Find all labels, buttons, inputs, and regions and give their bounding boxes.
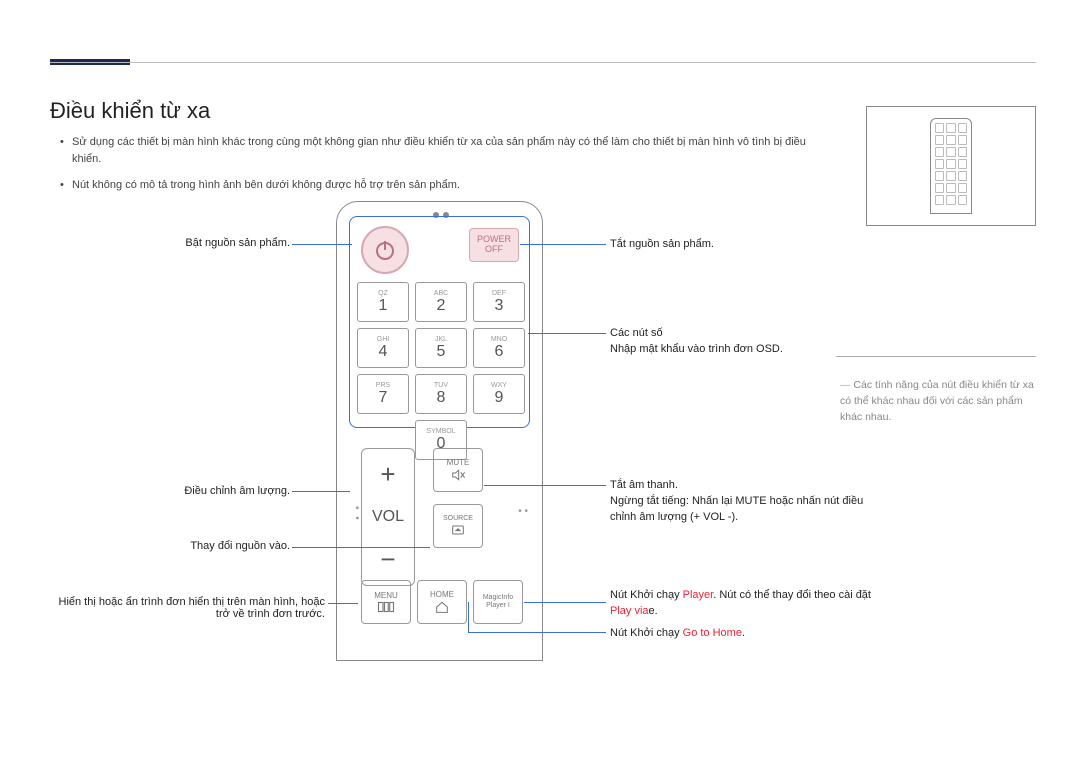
source-label: SOURCE: [443, 515, 473, 522]
key-1[interactable]: QZ1: [357, 282, 409, 322]
key-3[interactable]: DEF3: [473, 282, 525, 322]
side-thumbnail: [866, 106, 1036, 226]
vol-down-icon: −: [380, 544, 395, 575]
label-mute: Tắt âm thanh. Ngừng tắt tiếng: Nhấn lại …: [610, 478, 870, 526]
label-number-keys-sub: Nhập mật khẩu vào trình đơn OSD.: [610, 343, 783, 355]
header-rule: [50, 62, 1036, 63]
key-4[interactable]: GHI4: [357, 328, 409, 368]
mute-icon: [450, 467, 466, 483]
callout-line: [468, 602, 469, 632]
vol-label: VOL: [372, 508, 404, 526]
label-power-off: Tắt nguồn sản phẩm.: [610, 237, 870, 253]
power-icon: [373, 238, 397, 262]
label-player: Nút Khởi chạy Player. Nút có thể thay đổ…: [610, 588, 890, 620]
key-7[interactable]: PRS7: [357, 374, 409, 414]
magicinfo-button[interactable]: MagicInfo Player I: [473, 580, 523, 624]
source-button[interactable]: SOURCE: [433, 504, 483, 548]
sidebar-note: Các tính năng của nút điều khiển từ xa c…: [840, 378, 1036, 425]
thumbnail-remote-icon: [930, 118, 972, 214]
callout-line: [292, 547, 430, 548]
volume-rocker[interactable]: + VOL −: [361, 448, 415, 586]
label-home: Nút Khởi chạy Go to Home.: [610, 626, 870, 642]
remote-outline: POWER OFF QZ1 ABC2 DEF3 GHI4 JKL5 MNO6 P…: [336, 201, 543, 661]
mute-button[interactable]: MUTE: [433, 448, 483, 492]
menu-icon: [377, 600, 395, 614]
callout-line: [328, 603, 358, 604]
key-6[interactable]: MNO6: [473, 328, 525, 368]
label-power-on: Bật nguồn sản phẩm.: [50, 237, 290, 249]
label-mute-sub: Ngừng tắt tiếng: Nhấn lại MUTE hoặc nhấn…: [610, 495, 863, 523]
key-8[interactable]: TUV8: [415, 374, 467, 414]
magicinfo-label-bot: Player I: [486, 602, 510, 610]
callout-line: [484, 485, 606, 486]
power-off-button[interactable]: POWER OFF: [469, 228, 519, 262]
side-dots-icon: • •: [518, 506, 528, 517]
label-source-change: Thay đổi nguồn vào.: [50, 540, 290, 552]
callout-line: [528, 333, 606, 334]
home-button[interactable]: HOME: [417, 580, 467, 624]
notes-list: Sử dụng các thiết bị màn hình khác trong…: [60, 134, 830, 204]
magicinfo-label-top: MagicInfo: [483, 594, 513, 602]
label-number-keys: Các nút số Nhập mật khẩu vào trình đơn O…: [610, 326, 870, 358]
callout-line: [524, 602, 606, 603]
key-5[interactable]: JKL5: [415, 328, 467, 368]
power-on-button[interactable]: [361, 226, 409, 274]
source-icon: [450, 522, 466, 538]
mute-label: MUTE: [447, 458, 470, 467]
label-number-keys-title: Các nút số: [610, 327, 663, 339]
key-9[interactable]: WXY9: [473, 374, 525, 414]
callout-line: [468, 632, 606, 633]
label-vol-adjust: Điều chỉnh âm lượng.: [50, 485, 290, 497]
callout-line: [292, 491, 350, 492]
home-icon: [434, 599, 450, 615]
page-title: Điều khiển từ xa: [50, 98, 210, 124]
menu-label: MENU: [374, 591, 398, 600]
number-pad: QZ1 ABC2 DEF3 GHI4 JKL5 MNO6 PRS7 TUV8 W…: [357, 282, 525, 466]
label-menu-show: Hiển thị hoặc ẩn trình đơn hiển thị trên…: [50, 596, 325, 620]
side-dots-icon: • •: [351, 506, 362, 522]
note-item: Sử dụng các thiết bị màn hình khác trong…: [60, 134, 830, 167]
key-2[interactable]: ABC2: [415, 282, 467, 322]
callout-line: [292, 244, 352, 245]
menu-button[interactable]: MENU: [361, 580, 411, 624]
callout-line: [520, 244, 606, 245]
vol-up-icon: +: [380, 459, 395, 490]
power-off-label-bot: OFF: [485, 245, 503, 255]
label-mute-title: Tắt âm thanh.: [610, 479, 678, 491]
home-label: HOME: [430, 590, 454, 599]
note-item: Nút không có mô tả trong hình ảnh bên dư…: [60, 177, 830, 194]
